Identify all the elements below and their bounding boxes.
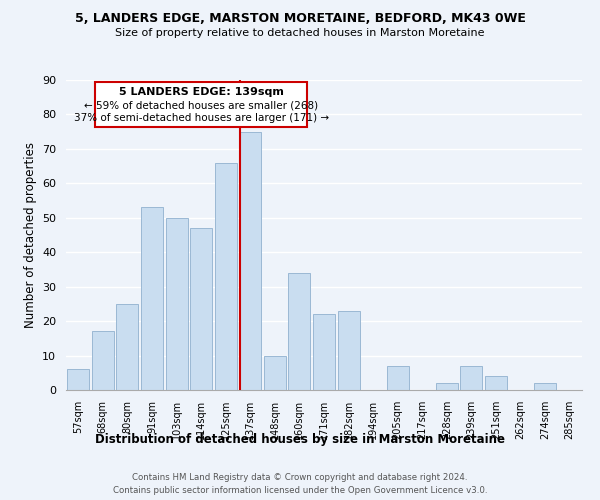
Bar [116,304,139,390]
Bar [386,366,409,390]
Text: Size of property relative to detached houses in Marston Moretaine: Size of property relative to detached ho… [115,28,485,38]
Bar [141,208,163,390]
Text: 37% of semi-detached houses are larger (171) →: 37% of semi-detached houses are larger (… [74,114,329,124]
Bar [460,366,482,390]
Bar [289,273,310,390]
Bar [190,228,212,390]
Bar [239,132,262,390]
Bar [67,370,89,390]
Bar [264,356,286,390]
Y-axis label: Number of detached properties: Number of detached properties [23,142,37,328]
Text: 5 LANDERS EDGE: 139sqm: 5 LANDERS EDGE: 139sqm [119,86,284,97]
Bar [215,162,237,390]
Text: 5, LANDERS EDGE, MARSTON MORETAINE, BEDFORD, MK43 0WE: 5, LANDERS EDGE, MARSTON MORETAINE, BEDF… [74,12,526,26]
Text: ← 59% of detached houses are smaller (268): ← 59% of detached houses are smaller (26… [84,100,318,110]
Text: Contains HM Land Registry data © Crown copyright and database right 2024.: Contains HM Land Registry data © Crown c… [132,472,468,482]
Bar [166,218,188,390]
Bar [534,383,556,390]
Bar [485,376,507,390]
Bar [436,383,458,390]
Text: Distribution of detached houses by size in Marston Moretaine: Distribution of detached houses by size … [95,432,505,446]
Text: Contains public sector information licensed under the Open Government Licence v3: Contains public sector information licen… [113,486,487,495]
Bar [92,332,114,390]
FancyBboxPatch shape [95,82,307,126]
Bar [338,311,359,390]
Bar [313,314,335,390]
